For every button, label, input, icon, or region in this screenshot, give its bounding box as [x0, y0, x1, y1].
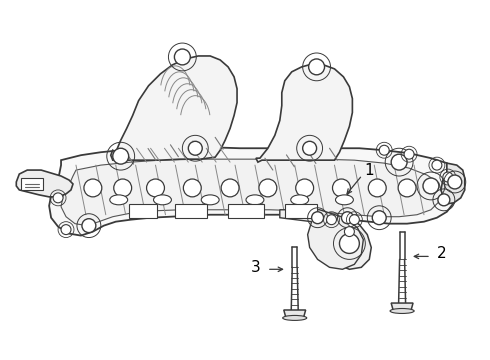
Text: 3: 3: [251, 260, 261, 275]
Circle shape: [438, 194, 450, 206]
Polygon shape: [441, 163, 465, 204]
Circle shape: [221, 179, 239, 197]
Text: 1: 1: [365, 163, 374, 177]
Circle shape: [404, 149, 414, 159]
Circle shape: [295, 179, 314, 197]
Circle shape: [147, 179, 165, 197]
Circle shape: [342, 212, 353, 224]
Polygon shape: [284, 310, 306, 318]
Bar: [175, 204, 207, 218]
Circle shape: [61, 225, 71, 235]
Circle shape: [84, 179, 102, 197]
Circle shape: [368, 179, 386, 197]
Circle shape: [340, 234, 359, 253]
Circle shape: [188, 141, 202, 155]
Ellipse shape: [153, 195, 172, 205]
Polygon shape: [16, 170, 73, 197]
Polygon shape: [61, 159, 442, 226]
Circle shape: [448, 175, 462, 189]
Ellipse shape: [336, 195, 353, 205]
Bar: [129, 204, 156, 218]
Polygon shape: [256, 64, 352, 162]
Circle shape: [312, 212, 323, 224]
Circle shape: [333, 179, 350, 197]
Ellipse shape: [201, 195, 219, 205]
Polygon shape: [280, 210, 363, 269]
Circle shape: [398, 179, 416, 197]
Bar: [228, 204, 264, 218]
Circle shape: [113, 148, 129, 164]
Ellipse shape: [246, 195, 264, 205]
Circle shape: [183, 179, 201, 197]
Circle shape: [259, 179, 277, 197]
Ellipse shape: [291, 195, 309, 205]
Circle shape: [443, 172, 453, 182]
Bar: [285, 204, 317, 218]
Circle shape: [82, 219, 96, 233]
Circle shape: [379, 145, 389, 155]
Text: 2: 2: [437, 246, 447, 261]
Polygon shape: [329, 218, 371, 269]
Ellipse shape: [390, 309, 414, 314]
Circle shape: [174, 49, 190, 65]
Circle shape: [344, 227, 354, 237]
Ellipse shape: [110, 195, 128, 205]
Polygon shape: [391, 303, 413, 311]
Circle shape: [432, 160, 442, 170]
Polygon shape: [111, 56, 237, 160]
Circle shape: [372, 211, 386, 225]
Circle shape: [303, 141, 317, 155]
Polygon shape: [49, 147, 458, 235]
Polygon shape: [21, 178, 43, 190]
Circle shape: [391, 154, 407, 170]
Circle shape: [349, 215, 359, 225]
Ellipse shape: [283, 315, 307, 320]
Circle shape: [326, 215, 337, 225]
Circle shape: [423, 178, 439, 194]
Circle shape: [309, 59, 324, 75]
Circle shape: [114, 179, 132, 197]
Circle shape: [53, 193, 63, 203]
